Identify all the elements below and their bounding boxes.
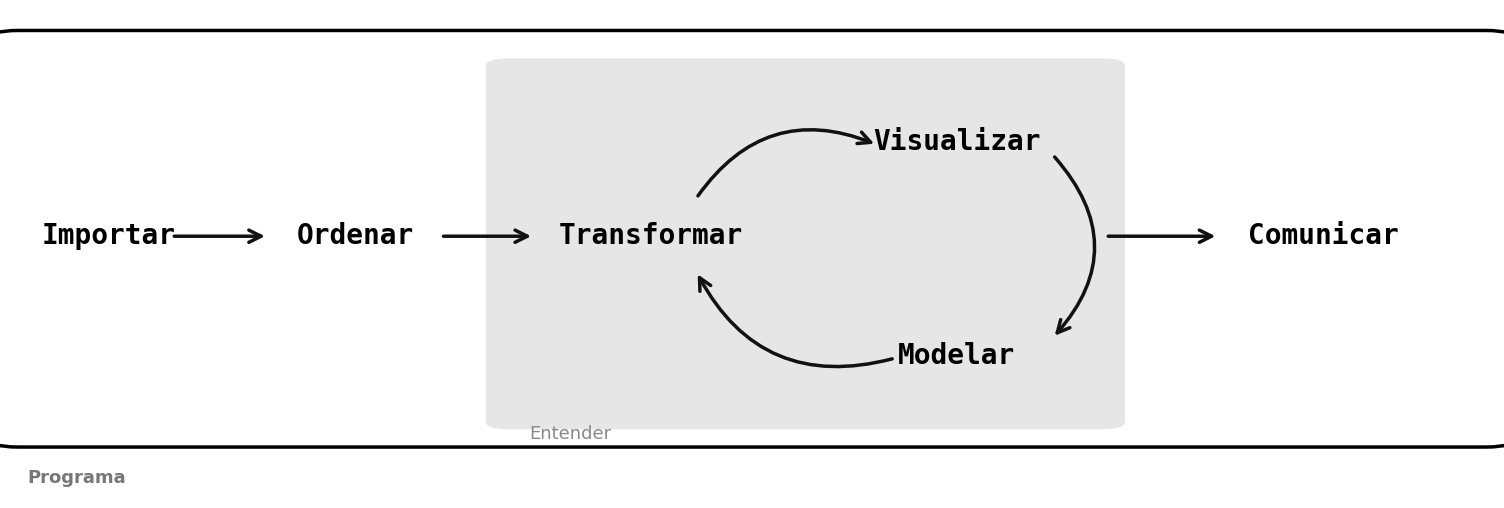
Text: Visualizar: Visualizar <box>872 128 1041 156</box>
Text: Comunicar: Comunicar <box>1248 222 1399 250</box>
Text: Programa: Programa <box>27 468 126 487</box>
FancyBboxPatch shape <box>0 30 1504 447</box>
Text: Entender: Entender <box>529 425 612 443</box>
Text: Modelar: Modelar <box>898 341 1015 370</box>
FancyBboxPatch shape <box>486 58 1125 429</box>
Text: Ordenar: Ordenar <box>296 222 414 250</box>
Text: Transformar: Transformar <box>559 222 743 250</box>
Text: Importar: Importar <box>41 222 176 250</box>
